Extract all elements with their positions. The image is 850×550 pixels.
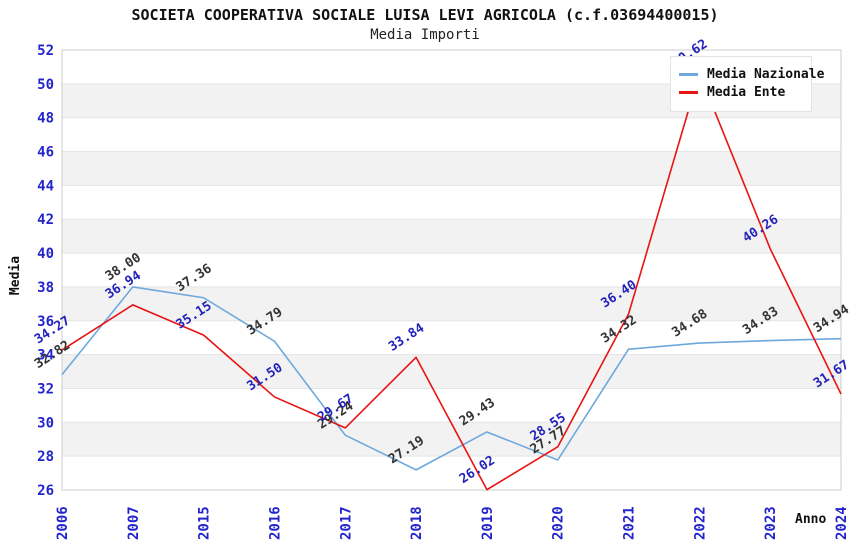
svg-text:2024: 2024	[834, 506, 850, 540]
svg-text:2023: 2023	[763, 506, 779, 540]
svg-text:2006: 2006	[55, 506, 71, 540]
svg-text:33.84: 33.84	[386, 321, 427, 355]
svg-text:52: 52	[37, 43, 54, 59]
svg-text:2007: 2007	[126, 506, 142, 540]
legend-item-media-ente: Media Ente	[679, 85, 803, 100]
svg-text:2015: 2015	[197, 506, 213, 540]
svg-text:2016: 2016	[267, 506, 283, 540]
svg-text:26.02: 26.02	[457, 453, 498, 487]
svg-text:2021: 2021	[622, 506, 638, 540]
x-axis-title: Anno	[795, 512, 827, 527]
svg-text:44: 44	[37, 178, 54, 194]
y-axis-title: Media	[8, 255, 24, 296]
legend-item-media-nazionale: Media Nazionale	[679, 67, 824, 82]
chart-subtitle: Media Importi	[370, 27, 480, 43]
svg-text:40: 40	[37, 246, 54, 262]
legend-label: Media Nazionale	[707, 67, 825, 82]
svg-text:2020: 2020	[551, 506, 567, 540]
legend: Media Nazionale Media Ente	[670, 56, 824, 112]
svg-text:28: 28	[37, 449, 54, 465]
legend-label: Media Ente	[707, 85, 786, 100]
svg-text:42: 42	[37, 212, 54, 228]
svg-text:2022: 2022	[692, 506, 708, 540]
svg-text:32: 32	[37, 381, 54, 397]
svg-text:50: 50	[37, 77, 54, 93]
svg-text:48: 48	[37, 111, 54, 127]
svg-text:36: 36	[37, 314, 54, 330]
svg-text:2018: 2018	[409, 506, 425, 540]
svg-text:26: 26	[37, 483, 54, 499]
svg-text:30: 30	[37, 415, 54, 431]
svg-text:34: 34	[37, 348, 54, 364]
svg-text:46: 46	[37, 145, 54, 161]
svg-text:2019: 2019	[480, 506, 496, 540]
legend-swatch-ente	[679, 91, 698, 94]
legend-swatch-nazionale	[679, 73, 698, 76]
chart-title: SOCIETA COOPERATIVA SOCIALE LUISA LEVI A…	[131, 6, 719, 24]
svg-text:38: 38	[37, 280, 54, 296]
svg-text:2017: 2017	[338, 506, 354, 540]
